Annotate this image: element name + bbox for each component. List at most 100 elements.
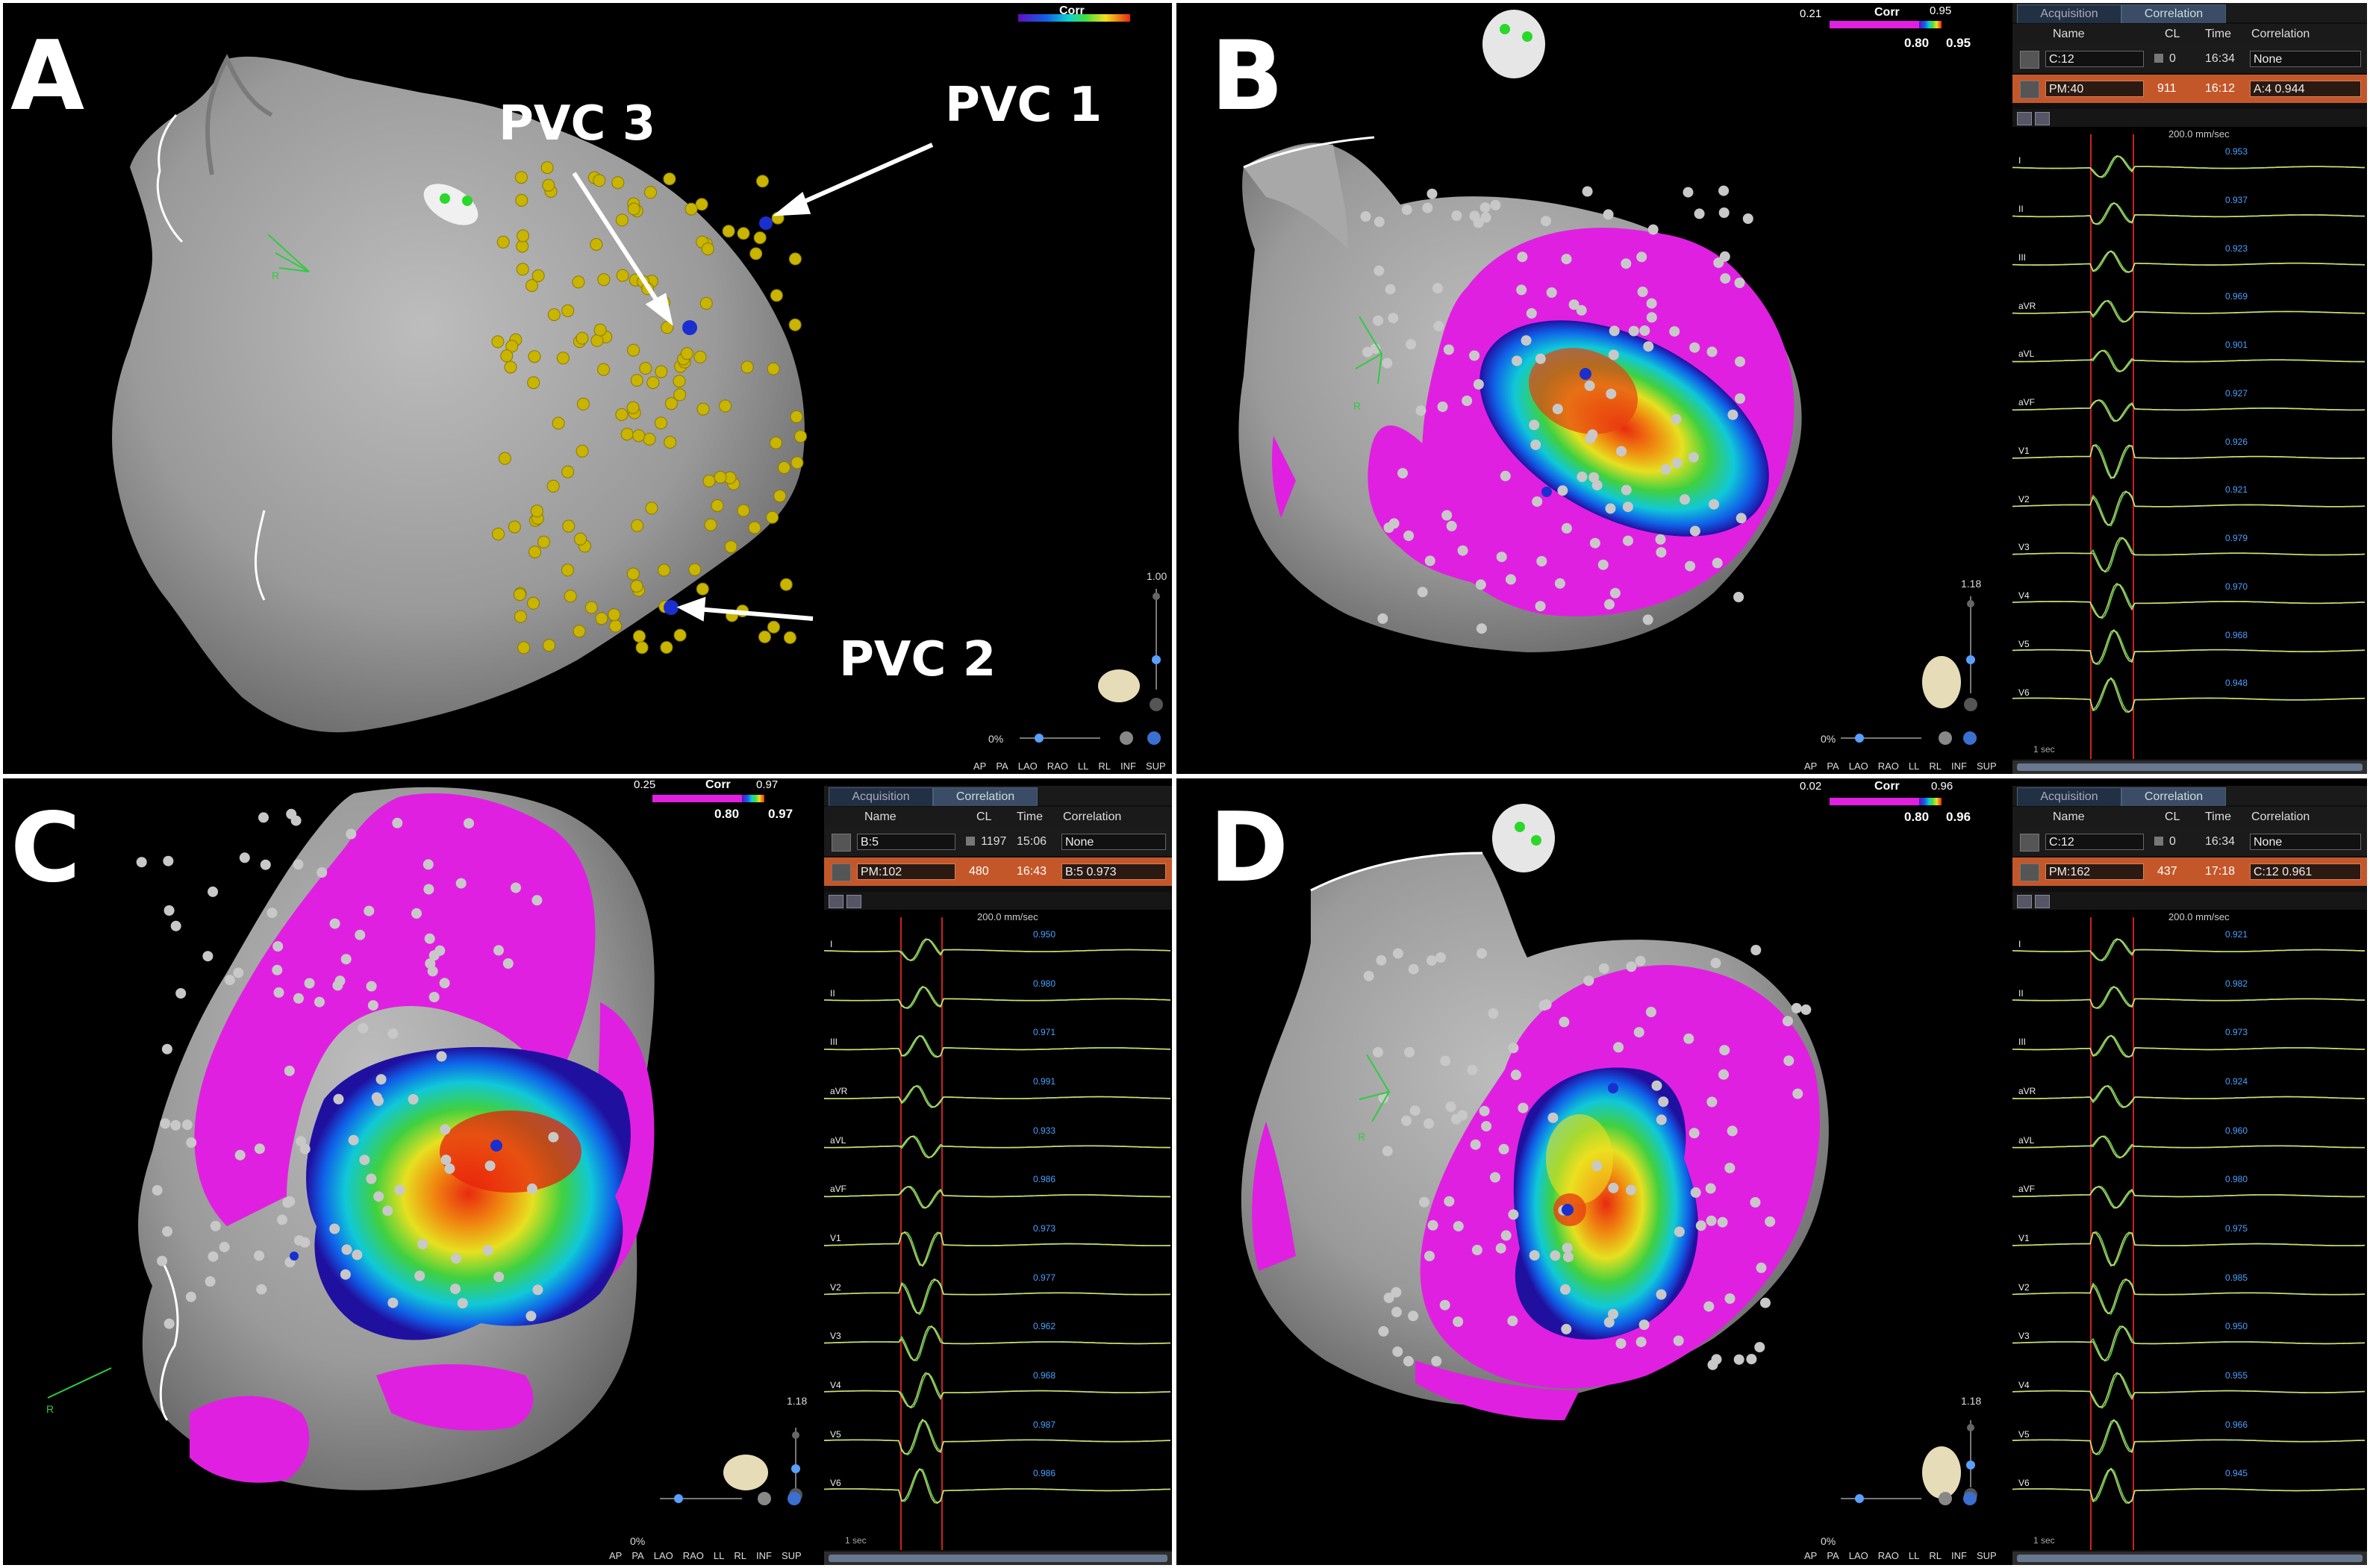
heart-map-a[interactable]: R	[3, 3, 1172, 774]
tag-point	[254, 1250, 265, 1261]
checkbox[interactable]	[2154, 54, 2163, 63]
view-inf[interactable]: INF	[1951, 760, 1967, 772]
point-name-select[interactable]: PM:162	[2045, 863, 2144, 880]
ecg-trace	[2012, 1231, 2366, 1266]
view-buttons[interactable]: AP PA LAO RAO LL RL INF SUP	[1804, 760, 2006, 772]
view-rl[interactable]: RL	[1929, 760, 1942, 772]
caliper-tool-icon[interactable]	[2035, 895, 2050, 908]
view-ll[interactable]: LL	[713, 1550, 725, 1561]
lead-label: II	[2018, 987, 2024, 999]
ecg-trace	[2012, 399, 2366, 422]
view-ll[interactable]: LL	[1908, 760, 1920, 772]
view-pa[interactable]: PA	[996, 760, 1008, 772]
colorbar-max: 0.97	[756, 778, 779, 791]
table-row[interactable]: C:12 0 16:34 None	[2012, 45, 2367, 73]
map-icon[interactable]	[2020, 834, 2039, 852]
table-row[interactable]: PM:102 480 16:43 B:5 0.973	[824, 858, 1172, 886]
view-sup[interactable]: SUP	[1976, 1550, 1997, 1561]
view-ap[interactable]: AP	[973, 760, 987, 772]
checkbox[interactable]	[2154, 837, 2163, 846]
zoom-tool-icon[interactable]	[2017, 895, 2032, 908]
view-rao[interactable]: RAO	[1877, 1550, 1899, 1561]
view-ap[interactable]: AP	[1804, 760, 1818, 772]
view-sup[interactable]: SUP	[1976, 760, 1997, 772]
table-row[interactable]: PM:162 437 17:18 C:12 0.961	[2012, 858, 2367, 886]
tab-correlation[interactable]: Correlation	[933, 787, 1038, 806]
tag-point	[160, 1118, 171, 1129]
view-pa[interactable]: PA	[632, 1550, 644, 1561]
tag-point	[1409, 1105, 1421, 1116]
correlation-select[interactable]: None	[1061, 834, 1166, 850]
horizontal-scrollbar[interactable]	[2012, 760, 2367, 774]
map-icon[interactable]	[2020, 51, 2039, 69]
view-inf[interactable]: INF	[756, 1550, 772, 1561]
zoom-tool-icon[interactable]	[829, 895, 843, 908]
tab-acquisition[interactable]: Acquisition	[2017, 4, 2121, 23]
heart-map-d[interactable]: R	[1176, 778, 1998, 1565]
view-rao[interactable]: RAO	[1877, 760, 1899, 772]
view-sup[interactable]: SUP	[1145, 760, 1166, 772]
zoom-tool-icon[interactable]	[2017, 112, 2032, 125]
map-icon[interactable]	[2020, 863, 2039, 881]
view-lao[interactable]: LAO	[653, 1550, 673, 1561]
horizontal-scrollbar[interactable]	[824, 1552, 1172, 1565]
ecg-trace	[2012, 1467, 2366, 1504]
tag-point	[163, 855, 174, 866]
view-rl[interactable]: RL	[734, 1550, 747, 1561]
view-lao[interactable]: LAO	[1017, 760, 1038, 772]
tab-correlation[interactable]: Correlation	[2121, 787, 2226, 806]
map-icon[interactable]	[832, 863, 851, 881]
tab-acquisition[interactable]: Acquisition	[2017, 787, 2121, 806]
tag-point	[1712, 557, 1723, 569]
map-icon[interactable]	[832, 834, 851, 852]
heart-map-c[interactable]: R	[3, 778, 817, 1565]
view-ap[interactable]: AP	[609, 1550, 623, 1561]
view-buttons[interactable]: AP PA LAO RAO LL RL INF SUP	[973, 760, 1172, 772]
heart-map-b[interactable]: R	[1176, 3, 1998, 774]
table-row[interactable]: B:5 1197 15:06 None	[824, 828, 1172, 856]
point-name-select[interactable]: C:12	[2045, 834, 2144, 850]
correlation-select[interactable]: A:4 0.944	[2250, 81, 2361, 97]
point-name-select[interactable]: PM:102	[857, 863, 955, 880]
correlation-select[interactable]: B:5 0.973	[1061, 863, 1166, 880]
map-icon[interactable]	[2020, 81, 2039, 99]
correlation-select[interactable]: None	[2250, 51, 2361, 67]
view-lao[interactable]: LAO	[1848, 1550, 1868, 1561]
view-pa[interactable]: PA	[1827, 760, 1839, 772]
table-row[interactable]: C:12 0 16:34 None	[2012, 828, 2367, 856]
checkbox[interactable]	[966, 837, 975, 846]
point-name-select[interactable]: C:12	[2045, 51, 2144, 67]
tag-point	[584, 601, 598, 614]
tag-point	[1554, 578, 1565, 589]
zoom-level: 1.18	[1961, 578, 1982, 590]
table-row[interactable]: PM:40 911 16:12 A:4 0.944	[2012, 75, 2367, 103]
view-ll[interactable]: LL	[1908, 1550, 1920, 1561]
view-buttons[interactable]: AP PA LAO RAO LL RL INF SUP	[609, 1550, 811, 1561]
view-inf[interactable]: INF	[1120, 760, 1136, 772]
time: 15:06	[1017, 835, 1047, 848]
view-lao[interactable]: LAO	[1848, 760, 1868, 772]
correlation-select[interactable]: C:12 0.961	[2250, 863, 2361, 880]
view-rl[interactable]: RL	[1929, 1550, 1942, 1561]
correlation-select[interactable]: None	[2250, 834, 2361, 850]
colorbar-label: Corr	[705, 778, 731, 791]
view-ll[interactable]: LL	[1077, 760, 1089, 772]
horizontal-scrollbar[interactable]	[2012, 1552, 2367, 1565]
tab-acquisition[interactable]: Acquisition	[829, 787, 933, 806]
view-rao[interactable]: RAO	[1047, 760, 1068, 772]
caliper-tool-icon[interactable]	[2035, 112, 2050, 125]
lead-label: V4	[2018, 590, 2030, 602]
view-pa[interactable]: PA	[1827, 1550, 1839, 1561]
view-buttons[interactable]: AP PA LAO RAO LL RL INF SUP	[1804, 1550, 2006, 1561]
caliper-tool-icon[interactable]	[846, 895, 861, 908]
tab-correlation[interactable]: Correlation	[2121, 4, 2226, 23]
tag-point	[702, 475, 716, 487]
tag-point	[714, 471, 727, 484]
view-inf[interactable]: INF	[1951, 1550, 1967, 1561]
view-sup[interactable]: SUP	[781, 1550, 802, 1561]
point-name-select[interactable]: B:5	[857, 834, 955, 850]
view-rao[interactable]: RAO	[682, 1550, 704, 1561]
point-name-select[interactable]: PM:40	[2045, 81, 2144, 97]
view-rl[interactable]: RL	[1098, 760, 1111, 772]
view-ap[interactable]: AP	[1804, 1550, 1818, 1561]
